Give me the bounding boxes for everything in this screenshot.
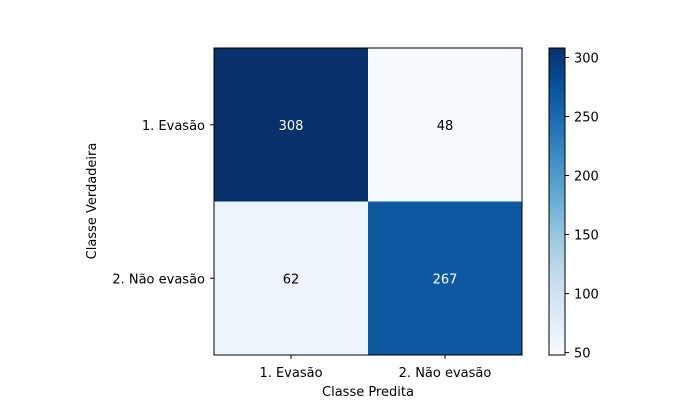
heatmap-cell xyxy=(214,201,369,356)
y-axis-label: Classe Verdadeira xyxy=(85,143,100,260)
cell-value-label: 48 xyxy=(437,119,454,134)
colorbar-tick-label: 250 xyxy=(574,110,599,125)
cell-value-label: 62 xyxy=(283,272,300,287)
x-axis-label: Classe Predita xyxy=(322,385,414,400)
heatmap-cell xyxy=(368,48,523,202)
cell-value-label: 267 xyxy=(433,272,458,287)
x-tick-label: 1. Evasão xyxy=(259,366,322,381)
x-axis-ticks: 1. Evasão 2. Não evasão xyxy=(259,355,491,381)
colorbar-tick-label: 50 xyxy=(574,347,591,362)
colorbar-ticks: 50 100 150 200 250 300 xyxy=(565,51,599,362)
heatmap-cell xyxy=(368,201,523,356)
colorbar-gradient xyxy=(548,47,566,356)
y-axis-ticks: 1. Evasão 2. Não evasão xyxy=(112,119,214,287)
colorbar: 50 100 150 200 250 300 xyxy=(548,47,599,362)
cell-value-label: 308 xyxy=(279,119,304,134)
y-tick-label: 1. Evasão xyxy=(142,119,205,134)
colorbar-tick-label: 200 xyxy=(574,170,599,185)
colorbar-tick-label: 150 xyxy=(574,229,599,244)
heatmap-value-labels: 308 48 62 267 xyxy=(279,119,458,288)
colorbar-tick-label: 100 xyxy=(574,288,599,303)
x-tick-label: 2. Não evasão xyxy=(399,366,492,381)
plot-frame xyxy=(213,47,523,356)
heatmap-cells xyxy=(214,48,523,356)
y-tick-label: 2. Não evasão xyxy=(112,272,205,287)
heatmap-cell xyxy=(214,48,369,202)
colorbar-tick-label: 300 xyxy=(574,51,599,66)
